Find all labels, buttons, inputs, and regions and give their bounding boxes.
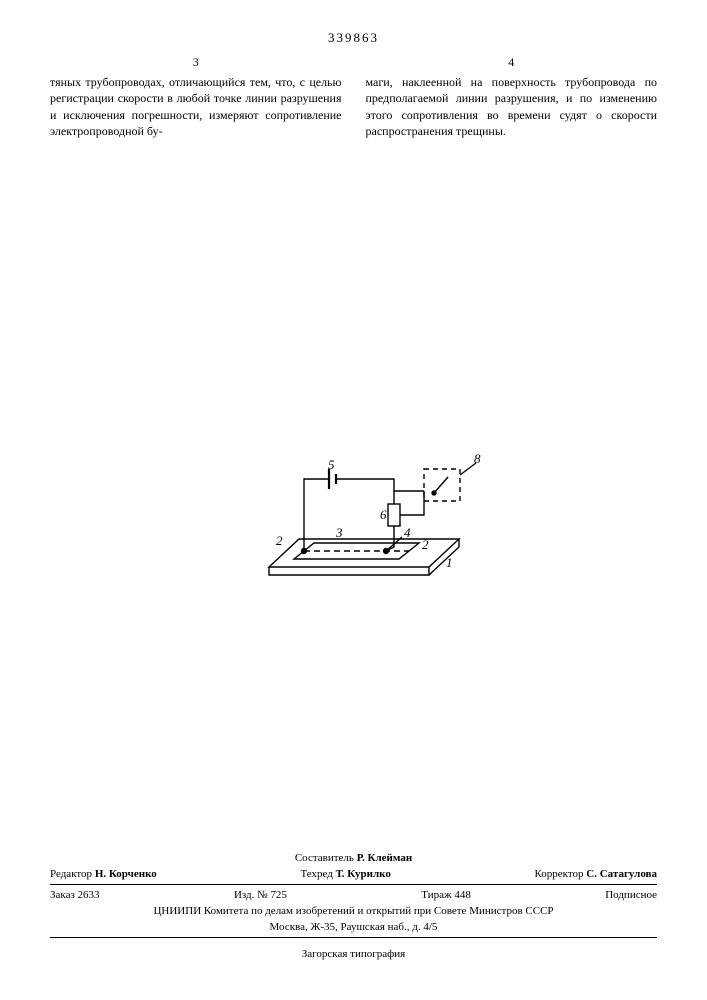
- recorder-box: [424, 469, 460, 501]
- rule-1: [50, 884, 657, 885]
- gauge-pivot: [432, 491, 436, 495]
- credits-row: Редактор Н. Корченко Техред Т. Курилко К…: [50, 866, 657, 882]
- corrector-name: С. Сатагулова: [586, 868, 657, 880]
- figure: 1 2 2 3 4 5 6 8: [50, 419, 657, 599]
- composer-label: Составитель: [295, 852, 354, 864]
- label-3: 3: [335, 525, 343, 540]
- diagram-svg: 1 2 2 3 4 5 6 8: [224, 419, 484, 599]
- podpisnoe: Подписное: [605, 889, 657, 901]
- left-col-number: 3: [50, 54, 342, 70]
- base-plate-side: [269, 567, 429, 575]
- right-col-text: маги, наклеенной на поверхность трубопро…: [366, 74, 658, 139]
- address: Москва, Ж-35, Раушская наб., д. 4/5: [50, 919, 657, 935]
- left-column: 3 тяных трубопроводах, отличающийся тем,…: [50, 54, 342, 139]
- base-plate-end: [429, 539, 459, 575]
- right-column: 4 маги, наклеенной на поверхность трубоп…: [366, 54, 658, 139]
- editor: Редактор Н. Корченко: [50, 868, 157, 880]
- rule-2: [50, 937, 657, 938]
- tirazh: Тираж 448: [421, 889, 471, 901]
- org-line: ЦНИИПИ Комитета по делам изобретений и о…: [50, 903, 657, 919]
- corrector: Корректор С. Сатагулова: [535, 868, 658, 880]
- resistor: [388, 504, 400, 526]
- gauge-needle: [434, 477, 448, 493]
- label-5: 5: [328, 457, 335, 472]
- corrector-label: Корректор: [535, 868, 584, 880]
- right-col-number: 4: [366, 54, 658, 70]
- label-4: 4: [404, 525, 411, 540]
- izd: Изд. № 725: [234, 889, 287, 901]
- order: Заказ 2633: [50, 889, 100, 901]
- label-2a: 2: [276, 533, 283, 548]
- text-columns: 3 тяных трубопроводах, отличающийся тем,…: [50, 54, 657, 139]
- techred-name: Т. Курилко: [336, 868, 391, 880]
- typography: Загорская типография: [50, 940, 657, 960]
- patent-number: 339863: [50, 30, 657, 46]
- wire-branch-bot: [400, 491, 424, 515]
- left-col-text: тяных трубопроводах, отличающийся тем, ч…: [50, 74, 342, 139]
- label-2b: 2: [422, 537, 429, 552]
- print-row: Заказ 2633 Изд. № 725 Тираж 448 Подписно…: [50, 887, 657, 903]
- wire-left: [304, 479, 329, 551]
- wire-top: [336, 479, 394, 504]
- label-6: 6: [380, 507, 387, 522]
- editor-label: Редактор: [50, 868, 92, 880]
- techred: Техред Т. Курилко: [300, 868, 390, 880]
- composer-line: Составитель Р. Клейман: [50, 850, 657, 866]
- footer: Составитель Р. Клейман Редактор Н. Корче…: [50, 850, 657, 960]
- composer-name: Р. Клейман: [357, 852, 412, 864]
- label-1: 1: [446, 555, 453, 570]
- techred-label: Техред: [300, 868, 332, 880]
- label-8: 8: [474, 451, 481, 466]
- editor-name: Н. Корченко: [95, 868, 157, 880]
